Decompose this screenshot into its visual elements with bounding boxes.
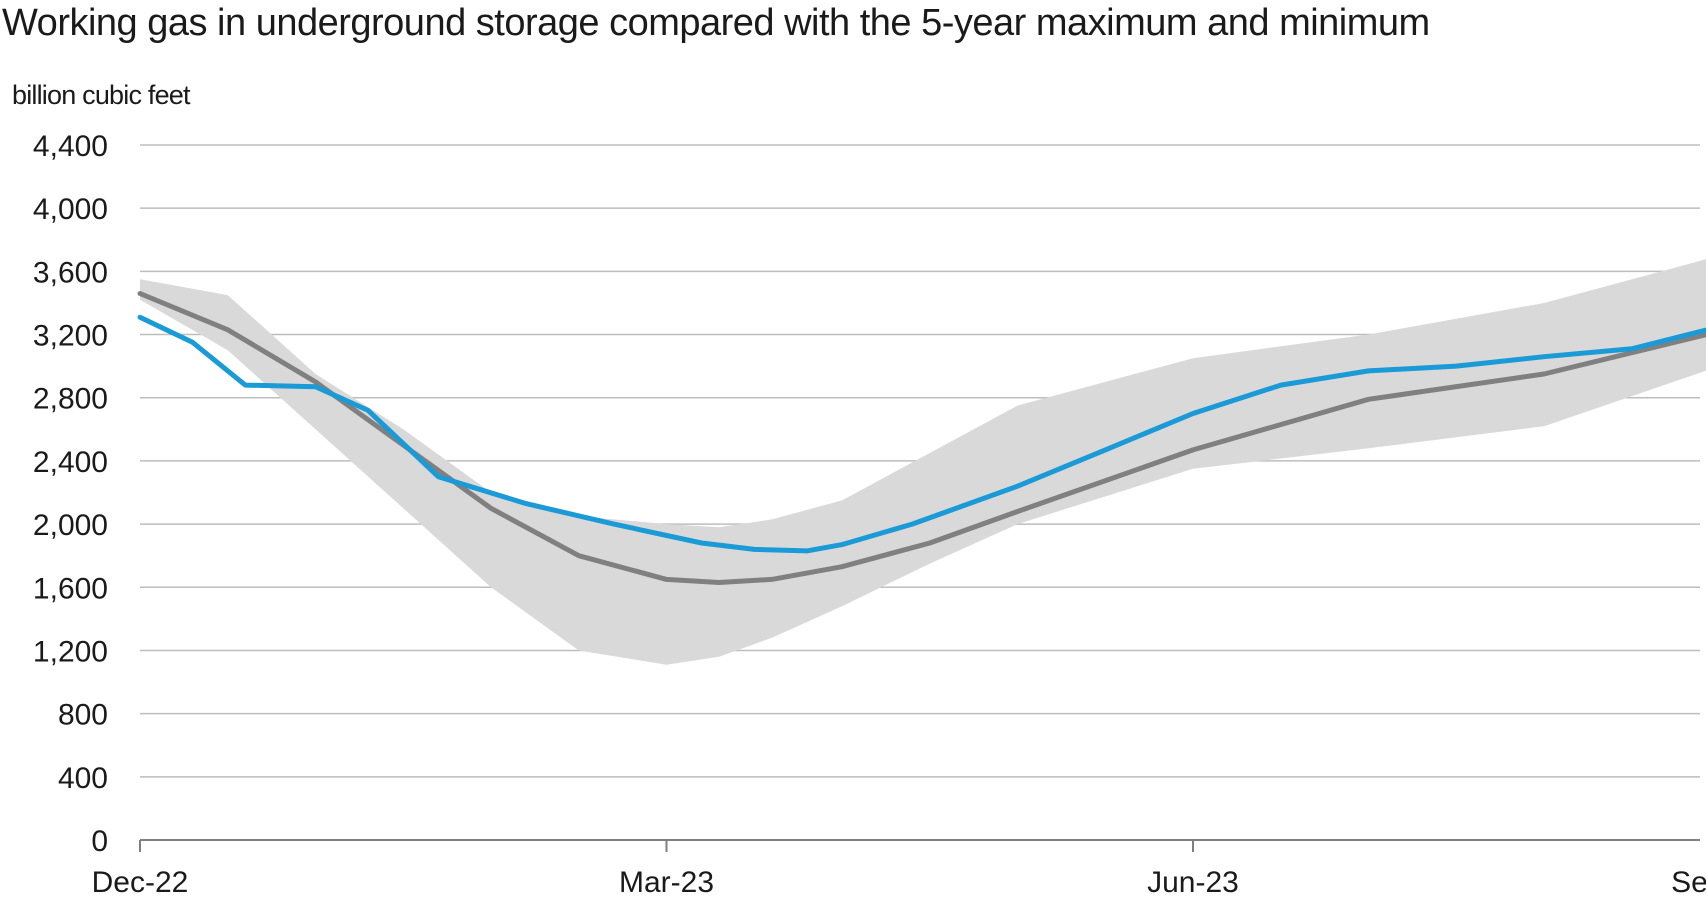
five-year-average-line [137, 291, 1706, 585]
y-axis-label: billion cubic feet [12, 80, 191, 110]
y-tick-label: 1,200 [33, 635, 108, 668]
y-tick-label: 1,600 [33, 572, 108, 605]
axes [139, 839, 1700, 852]
five-year-range-area [140, 259, 1706, 665]
chart-title: Working gas in underground storage compa… [2, 2, 1430, 44]
y-tick-labels: 0 400 800 1,200 1,600 2,000 2,400 2,800 3,200 3,6… [33, 130, 108, 858]
y-tick-label: 2,000 [33, 509, 108, 542]
x-tick-labels: Dec-22Mar-23Jun-23Sep-23Dec-23Mar-24Jun-… [92, 866, 1706, 899]
five-year-range-band [140, 259, 1706, 665]
y-tick-label: 400 [58, 762, 108, 795]
series-lines [137, 291, 1706, 585]
x-tick-label: Mar-23 [619, 866, 714, 899]
working-gas-line [137, 314, 1706, 554]
y-tick-label: 800 [58, 699, 108, 732]
y-tick-label: 0 [91, 825, 108, 858]
y-tick-label: 4,400 [33, 130, 108, 163]
x-tick-label: Dec-22 [92, 866, 189, 899]
y-tick-label: 2,400 [33, 446, 108, 479]
y-tick-label: 4,000 [33, 193, 108, 226]
x-tick-label: Jun-23 [1147, 866, 1239, 899]
y-tick-label: 3,200 [33, 320, 108, 353]
y-tick-label: 3,600 [33, 256, 108, 289]
x-tick-label: Sep-23 [1671, 866, 1706, 899]
y-tick-label: 2,800 [33, 383, 108, 416]
